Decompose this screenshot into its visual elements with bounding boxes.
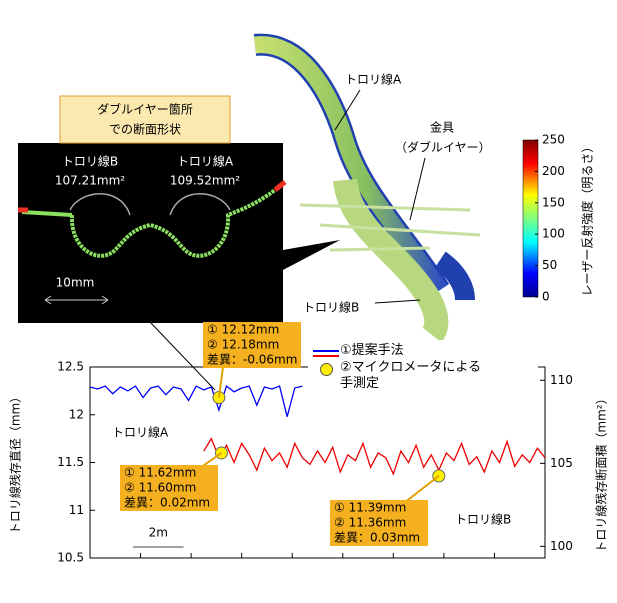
annotation-text: 差異：0.02mm [124,496,210,510]
annotation-text: ① 11.62mm [124,466,196,480]
annotation-text: 差異：-0.06mm [207,353,297,367]
legend: ①提案手法 ②マイクロメータによる手測定 [308,340,538,395]
inset-label: 10mm [56,276,95,290]
legend-item: ①提案手法 [312,343,534,359]
legend-text: ②マイクロメータによる手測定 [340,360,482,391]
annotation-box [120,465,218,511]
annotation-text: ② 11.36mm [334,516,406,530]
point-cloud [253,33,481,343]
colorbar-label: レーザー反射強度（明るさ） [580,141,595,297]
series-line [89,385,303,417]
series-label: トロリ線A [112,425,169,440]
inset [18,143,283,323]
series-line [203,437,546,476]
annotation-text: ② 12.18mm [207,338,279,352]
y-axis-label: トロリ線残存直径（mm） [8,391,23,534]
label-3d: トロリ線A [345,72,402,87]
inset-label: 107.21mm² [55,174,125,188]
y2-tick-label: 105 [550,456,573,470]
legend-item: ②マイクロメータによる手測定 [312,360,534,392]
annotation-text: 差異：0.03mm [334,531,420,545]
colorbar-tick-label: 50 [542,258,557,272]
inset-label: トロリ線B [62,154,118,169]
y-tick-label: 12.5 [57,360,84,374]
label-3d: 金具 [430,120,454,135]
scale-label: 2m [149,526,168,540]
colorbar-tick-label: 200 [542,164,565,178]
colorbar-tick-label: 0 [542,290,550,304]
y-tick-label: 12 [69,407,84,421]
y-tick-label: 11.5 [57,455,84,469]
callout [283,240,340,270]
colorbar-tick-label: 150 [542,195,565,209]
label-3d: （ダブルイヤー） [395,140,491,155]
annotation-box [330,500,428,546]
cross-section [69,188,277,258]
colorbar-tick-label: 250 [542,133,565,147]
colorbar-tick-label: 100 [542,227,565,241]
leader [149,321,216,391]
y2-tick-label: 110 [550,373,573,387]
annotation-text: ① 12.12mm [207,323,279,337]
leader [334,89,426,304]
inset-title-box [59,95,231,144]
annotation-text: ① 11.39mm [334,501,406,515]
y-tick-label: 11 [69,503,84,517]
series-label: トロリ線B [455,512,511,527]
outline [69,193,231,216]
y2-axis-label: トロリ線残存断面積（mm²） [594,392,609,552]
inset-title: での断面形状 [109,122,181,137]
scale-arrow [44,295,109,305]
cross-section [21,210,73,217]
annotation-leader [217,366,224,398]
colorbar [522,139,539,298]
y-tick-label: 10.5 [57,551,84,565]
legend-text: ①提案手法 [340,343,404,358]
label-3d: トロリ線B [303,300,359,315]
inset-label: トロリ線A [177,154,234,169]
inset-label: 109.52mm² [170,174,240,188]
cross-section-end [18,180,287,213]
annotation-box [203,322,301,368]
annotation-text: ② 11.60mm [124,481,196,495]
inset-title: ダブルイヤー箇所 [97,102,193,117]
y2-tick-label: 100 [550,539,573,553]
